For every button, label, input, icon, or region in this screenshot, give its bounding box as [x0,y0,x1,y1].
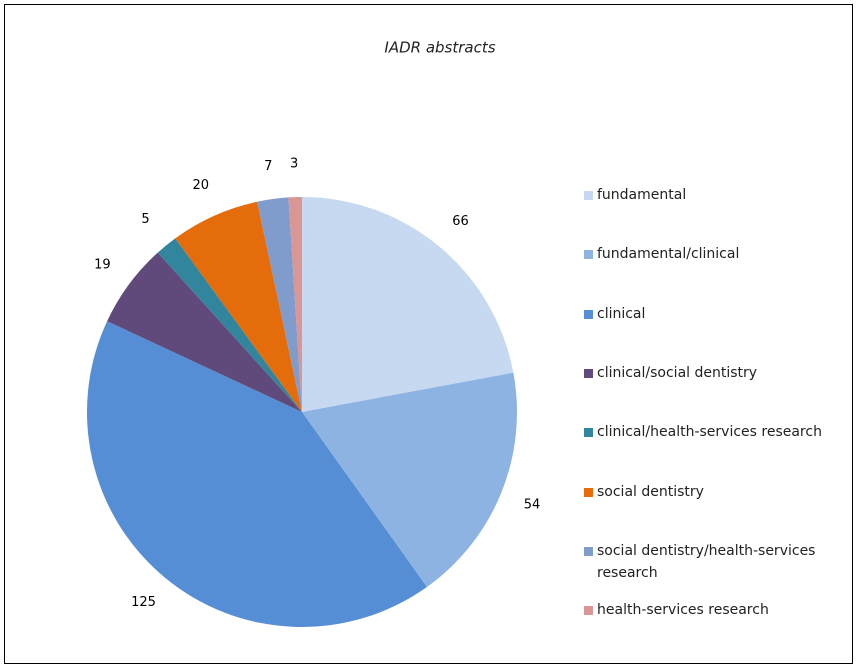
legend-label: clinical/social dentistry [597,364,758,381]
legend-item: fundamental [584,184,827,206]
data-label: 7 [264,159,272,174]
pie-slice [302,197,514,412]
legend-swatch [584,368,593,378]
legend-item: health-services research [584,599,827,621]
pie-slice [107,252,303,412]
legend-swatch [584,606,593,616]
pie-slice [288,197,302,412]
legend-swatch [584,191,593,200]
data-label: 20 [193,178,210,193]
legend-label: fundamental/clinical [597,246,740,263]
chart-frame [4,4,853,664]
legend-swatch [584,487,593,497]
legend-item: clinical [584,303,827,325]
legend-swatch [584,546,593,556]
legend-swatch [584,250,593,260]
legend-label: fundamental [597,187,687,203]
data-label: 66 [452,214,469,229]
legend-label: clinical [597,305,646,322]
data-label: 125 [131,595,156,610]
pie-slice [257,197,302,412]
pie-slice [175,201,302,412]
chart-title: IADR abstracts [384,39,495,57]
pie-slice [157,238,302,412]
legend-item: social dentistry [584,481,827,503]
data-label: 3 [290,157,298,172]
pie-slice [87,321,427,627]
pie-slice [302,372,517,587]
legend-item: social dentistry/health-services researc… [584,540,827,584]
legend-item: clinical/social dentistry [584,362,827,384]
data-label: 19 [94,257,111,272]
legend-item: fundamental/clinical [584,243,827,265]
data-label: 54 [524,497,541,512]
legend-label: health-services research [597,602,769,619]
legend-label: clinical/health-services research [597,424,822,441]
legend-label: social dentistry [597,483,704,500]
legend-swatch [584,309,593,319]
legend-swatch [584,428,593,438]
data-label: 5 [141,212,149,227]
legend-label: social dentistry/health-services researc… [597,542,816,581]
legend-item: clinical/health-services research [584,421,827,443]
